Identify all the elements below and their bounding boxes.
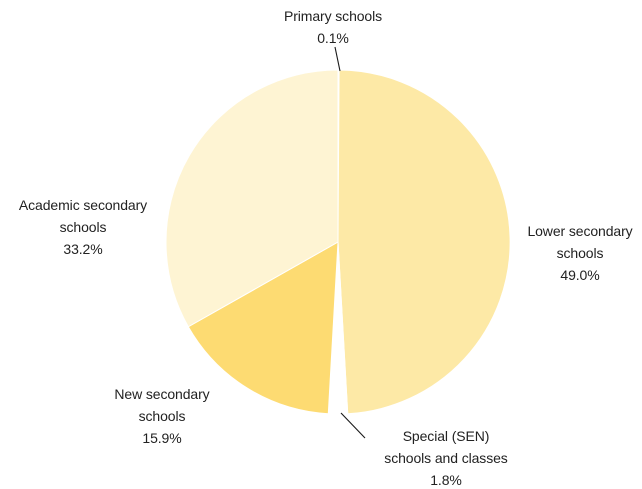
leader-line-3 — [340, 412, 366, 439]
slice-label-3: Special (SEN) schools and classes 1.8% — [384, 428, 507, 488]
leader-lines — [334, 46, 366, 439]
pie-slice-2 — [337, 69, 511, 415]
slice-label-line: 33.2% — [63, 241, 102, 257]
slice-label-line: schools — [60, 219, 107, 235]
slice-label-1: Primary schools 0.1% — [284, 8, 382, 46]
slice-label-line: Primary schools — [284, 8, 382, 24]
slice-label-line: schools and classes — [384, 450, 507, 466]
pie-slice-4 — [187, 241, 339, 415]
slice-label-line: Academic secondary — [19, 197, 147, 213]
slice-label-line: schools — [139, 408, 186, 424]
slice-label-line: Lower secondary — [527, 223, 632, 239]
slice-label-line: 1.8% — [430, 472, 462, 488]
slice-label-line: Special (SEN) — [403, 428, 490, 444]
slice-label-2: Lower secondary schools 49.0% — [527, 223, 632, 283]
slice-label-line: schools — [557, 245, 604, 261]
pie-slices — [165, 69, 511, 415]
slice-label-line: 49.0% — [560, 267, 599, 283]
leader-line-1 — [334, 46, 341, 72]
slice-label-4: New secondary schools 15.9% — [114, 386, 209, 446]
slice-labels: Primary schools 0.1% Lower secondary school… — [19, 8, 633, 488]
slice-label-line: 0.1% — [317, 30, 349, 46]
slice-label-5: Academic secondary schools 33.2% — [19, 197, 147, 257]
pie-slice-5 — [165, 69, 339, 328]
slice-label-line: New secondary — [114, 386, 209, 402]
slice-label-line: 15.9% — [142, 430, 181, 446]
